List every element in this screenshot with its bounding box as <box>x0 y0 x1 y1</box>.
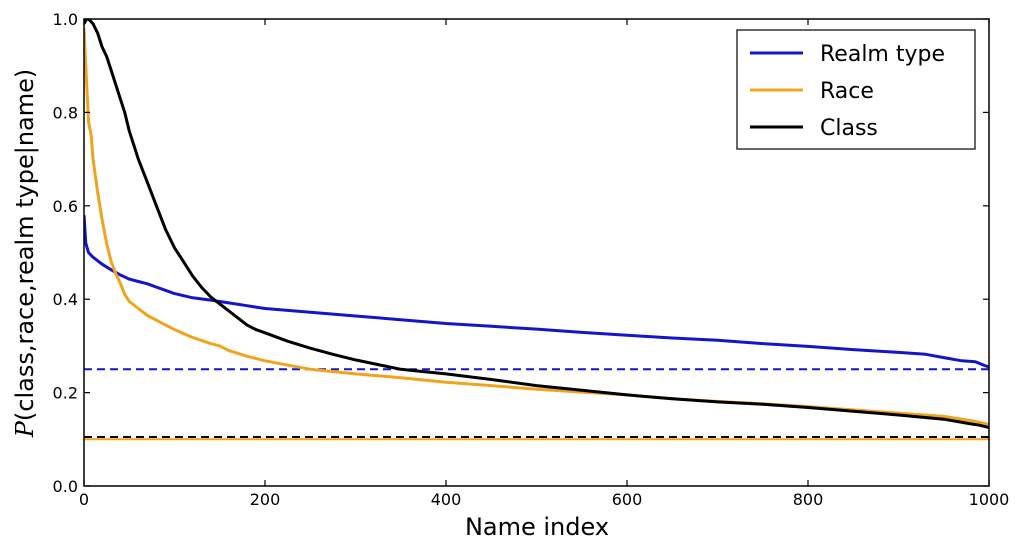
y-tick-label: 1.0 <box>53 10 78 29</box>
x-tick-label: 800 <box>793 490 824 509</box>
x-tick-label: 400 <box>431 490 462 509</box>
plot-frame <box>83 18 990 487</box>
series-line-class <box>84 19 989 430</box>
y-tick-label: 0.2 <box>53 384 78 403</box>
y-tick-label: 0.6 <box>53 197 78 216</box>
legend-label: Race <box>820 79 874 104</box>
y-tick-label: 0.0 <box>53 477 78 496</box>
x-tick-label: 200 <box>250 490 281 509</box>
y-tick-label: 0.4 <box>53 290 78 309</box>
legend-label: Realm type <box>820 42 945 67</box>
y-axis-label-italic: P <box>11 420 39 438</box>
y-axis-label-rest: (class,race,realm type|name) <box>11 69 39 421</box>
x-axis-ticks: 0 200 400 600 800 1000 <box>79 19 1009 509</box>
x-tick-label: 0 <box>79 490 89 509</box>
x-tick-label: 1000 <box>969 490 1010 509</box>
y-tick-label: 0.8 <box>53 103 78 122</box>
y-axis-ticks: 0.0 0.2 0.4 0.6 0.8 1.0 <box>53 10 989 496</box>
legend: Realm type Race Class <box>736 29 976 150</box>
y-axis-label: P(class,race,realm type|name) <box>11 69 39 439</box>
x-axis-label: Name index <box>465 513 609 541</box>
x-tick-label: 600 <box>612 490 643 509</box>
legend-label: Class <box>820 116 878 141</box>
series-line-realm-type <box>84 215 989 369</box>
plot-area <box>83 18 990 487</box>
